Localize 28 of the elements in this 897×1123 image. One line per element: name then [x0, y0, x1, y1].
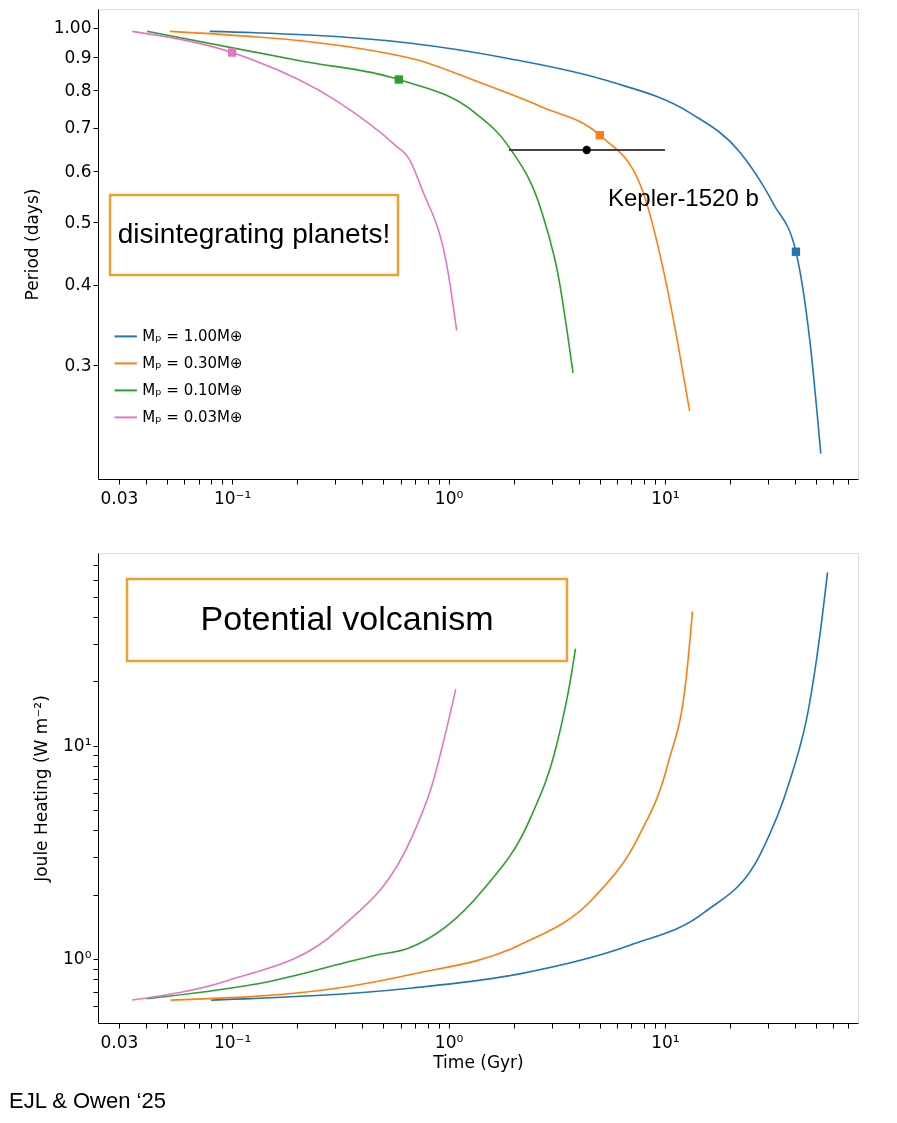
y-tick-label: 0.7 [64, 117, 92, 138]
text: EJL & Owen ‘25 [9, 1088, 166, 1113]
legend-label: Mₚ = 0.30M⊕ [142, 354, 243, 373]
x-tick-label: 0.03 [100, 487, 139, 508]
y-tick-label: 0.5 [64, 211, 92, 232]
x-tick-label: 10⁻¹ [213, 1031, 252, 1052]
annotation: Potential volcanism [200, 599, 494, 637]
x-tick-label: 10¹ [651, 1031, 680, 1052]
legend-label: Mₚ = 0.10M⊕ [142, 381, 243, 400]
y-tick-label: 0.4 [64, 274, 92, 295]
y-tick-label: 10⁰ [63, 948, 92, 969]
x-tick-label: 10⁰ [434, 487, 464, 508]
x-tick-label: 10⁰ [434, 1031, 464, 1052]
y-tick-label: 1.00 [53, 17, 92, 38]
y-tick-label: 10¹ [63, 735, 92, 756]
y-tick-label: 0.3 [64, 354, 92, 375]
x-tick-label: 10⁻¹ [213, 487, 252, 508]
y-tick-label: 0.9 [64, 46, 92, 67]
y-tick-label: 0.8 [64, 80, 92, 100]
y-axis-title: Period (days) [21, 188, 42, 301]
x-tick-label: 0.03 [100, 1031, 139, 1052]
y-axis-title: Joule Heating (W m⁻²) [31, 695, 52, 883]
legend-label: Mₚ = 0.03M⊕ [142, 408, 243, 427]
y-tick-label: 0.6 [64, 160, 92, 181]
x-tick-label: 10¹ [651, 487, 680, 508]
x-axis-title: Time (Gyr) [432, 1051, 524, 1072]
legend-label: Mₚ = 1.00M⊕ [142, 327, 243, 346]
annotation: disintegrating planets! [117, 218, 391, 249]
